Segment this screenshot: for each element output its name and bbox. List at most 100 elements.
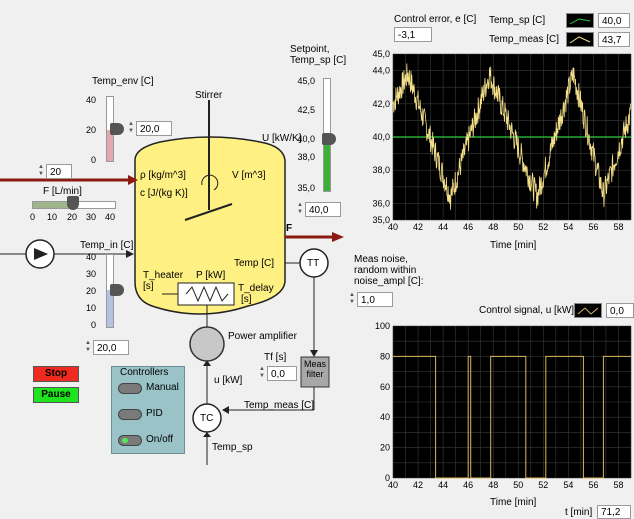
volume-label: V [m^3] — [232, 170, 266, 181]
controllers-title: Controllers — [120, 367, 169, 378]
x-tick-label: 42 — [413, 222, 423, 232]
flow-tick: 30 — [86, 212, 97, 222]
meas-noise-input[interactable]: 1,0 — [357, 292, 393, 307]
setpoint-fill — [324, 140, 330, 191]
y-tick-label: 80 — [380, 351, 390, 361]
y-tick-label: 35,0 — [372, 215, 390, 225]
x-tick-label: 42 — [413, 480, 423, 490]
tc-label: TC — [200, 413, 214, 424]
power-label: P [kW] — [196, 270, 226, 281]
x-tick-label: 50 — [513, 222, 523, 232]
y-tick-label: 40 — [380, 412, 390, 422]
temp-in-input[interactable]: 20,0 — [93, 340, 129, 355]
tt-label: TT — [307, 258, 320, 269]
t-label: t [min] — [565, 507, 593, 518]
pid-toggle[interactable] — [118, 409, 142, 420]
temp-meas-label: Temp_meas [C] — [244, 400, 315, 411]
onoff-toggle[interactable] — [118, 435, 142, 446]
setpoint-tick: 45,0 — [297, 76, 315, 86]
legend-meas-name: Temp_meas [C] — [489, 34, 560, 45]
y-tick-label: 40,0 — [372, 132, 390, 142]
x-tick-label: 58 — [613, 480, 623, 490]
meas-noise-spinner-icon[interactable]: ▲ ▼ — [349, 292, 355, 305]
legend-u-value: 0,0 — [606, 303, 634, 318]
x-tick-label: 52 — [538, 480, 548, 490]
legend-sp-swatch — [566, 13, 594, 28]
temp-sp-label: Temp_sp — [212, 442, 253, 453]
flow-input[interactable]: 20 — [46, 164, 72, 179]
temp-env-input[interactable]: 20,0 — [136, 121, 172, 136]
x-tick-label: 48 — [488, 222, 498, 232]
temp-in-tick: 30 — [85, 269, 96, 279]
temp-env-thumb[interactable] — [110, 123, 124, 135]
flow-thumb[interactable] — [67, 196, 79, 210]
outflow-label: F — [286, 223, 293, 234]
power-amplifier-icon — [189, 326, 225, 362]
y-tick-label: 0 — [385, 473, 390, 483]
setpoint-tick: 42,5 — [297, 105, 315, 115]
pause-button[interactable]: Pause — [33, 387, 79, 403]
rotation-arrow-icon — [201, 174, 219, 191]
heater-coil-icon — [185, 285, 229, 303]
manual-toggle[interactable] — [118, 383, 142, 394]
stirrer-label: Stirrer — [195, 90, 223, 101]
flow-spinner-icon[interactable]: ▲ ▼ — [38, 164, 44, 177]
stop-button[interactable]: Stop — [33, 366, 79, 382]
heat-capacity-label: c [J/(kg K)] — [140, 188, 188, 199]
temp-in-tick: 40 — [85, 252, 96, 262]
setpoint-input[interactable]: 40,0 — [305, 202, 341, 217]
x-tick-label: 54 — [563, 480, 573, 490]
flow-tick: 0 — [30, 212, 36, 222]
y-tick-label: 42,0 — [372, 99, 390, 109]
error-value: -3,1 — [394, 27, 432, 42]
temp-in-tick: 20 — [85, 286, 96, 296]
flow-tick: 20 — [67, 212, 78, 222]
onoff-label: On/off — [146, 434, 174, 445]
t-heater-label: T_heater — [143, 270, 184, 281]
meas-filter-label: Meas filter — [303, 359, 326, 379]
error-label: Control error, e [C] — [394, 14, 477, 25]
y-tick-label: 45,0 — [372, 49, 390, 59]
meas-noise-label: Meas noise, random within noise_ampl [C]… — [354, 254, 424, 287]
pid-label: PID — [146, 408, 163, 419]
temp-env-label: Temp_env [C] — [92, 76, 154, 87]
x-tick-label: 50 — [513, 480, 523, 490]
y-tick-label: 20 — [380, 443, 390, 453]
y-tick-label: 100 — [375, 321, 390, 331]
legend-u-name: Control signal, u [kW] — [479, 305, 575, 316]
t-delay-unit: [s] — [241, 294, 252, 305]
temp-in-tick: 0 — [90, 320, 96, 330]
temp-env-fill — [107, 130, 113, 161]
setpoint-spinner-icon[interactable]: ▲ ▼ — [297, 202, 303, 215]
density-label: ρ [kg/m^3] — [140, 170, 186, 181]
y-tick-label: 36,0 — [372, 198, 390, 208]
temperature-chart: 40 42 44 46 48 50 52 54 56 58 45,0 44,0 42,0 40,0 38,0… — [372, 49, 632, 232]
tf-label: Tf [s] — [264, 352, 287, 363]
x-tick-label: 40 — [388, 480, 398, 490]
temp-in-spinner-icon[interactable]: ▲ ▼ — [85, 340, 91, 353]
setpoint-tick: 35,0 — [297, 183, 315, 193]
temp-in-thumb[interactable] — [110, 284, 124, 296]
tank-temp-label: Temp [C] — [234, 258, 275, 269]
legend-sp-value: 40,0 — [598, 13, 630, 28]
temp-in-label: Temp_in [C] — [80, 240, 134, 251]
x-tick-label: 58 — [613, 222, 623, 232]
legend-meas-value: 43,7 — [598, 32, 630, 47]
x-tick-label: 52 — [538, 222, 548, 232]
temp-in-fill — [107, 290, 113, 327]
legend-sp-name: Temp_sp [C] — [489, 15, 546, 26]
setpoint-tick: 40,0 — [297, 134, 315, 144]
y-tick-label: 44,0 — [372, 66, 390, 76]
x-tick-label: 44 — [438, 222, 448, 232]
tf-input[interactable]: 0,0 — [267, 366, 297, 381]
temp-env-tick: 40 — [85, 95, 96, 105]
setpoint-label: Setpoint, Temp_sp [C] — [290, 44, 347, 66]
t-value: 71,2 — [597, 505, 631, 519]
setpoint-thumb[interactable] — [322, 133, 336, 145]
y-tick-label: 38,0 — [372, 165, 390, 175]
temp-env-spinner-icon[interactable]: ▲ ▼ — [128, 121, 134, 134]
legend-u-swatch — [574, 303, 602, 318]
temp-meas-series-line — [392, 63, 631, 210]
tf-spinner-icon[interactable]: ▲ ▼ — [259, 366, 265, 379]
x-tick-label: 56 — [588, 480, 598, 490]
